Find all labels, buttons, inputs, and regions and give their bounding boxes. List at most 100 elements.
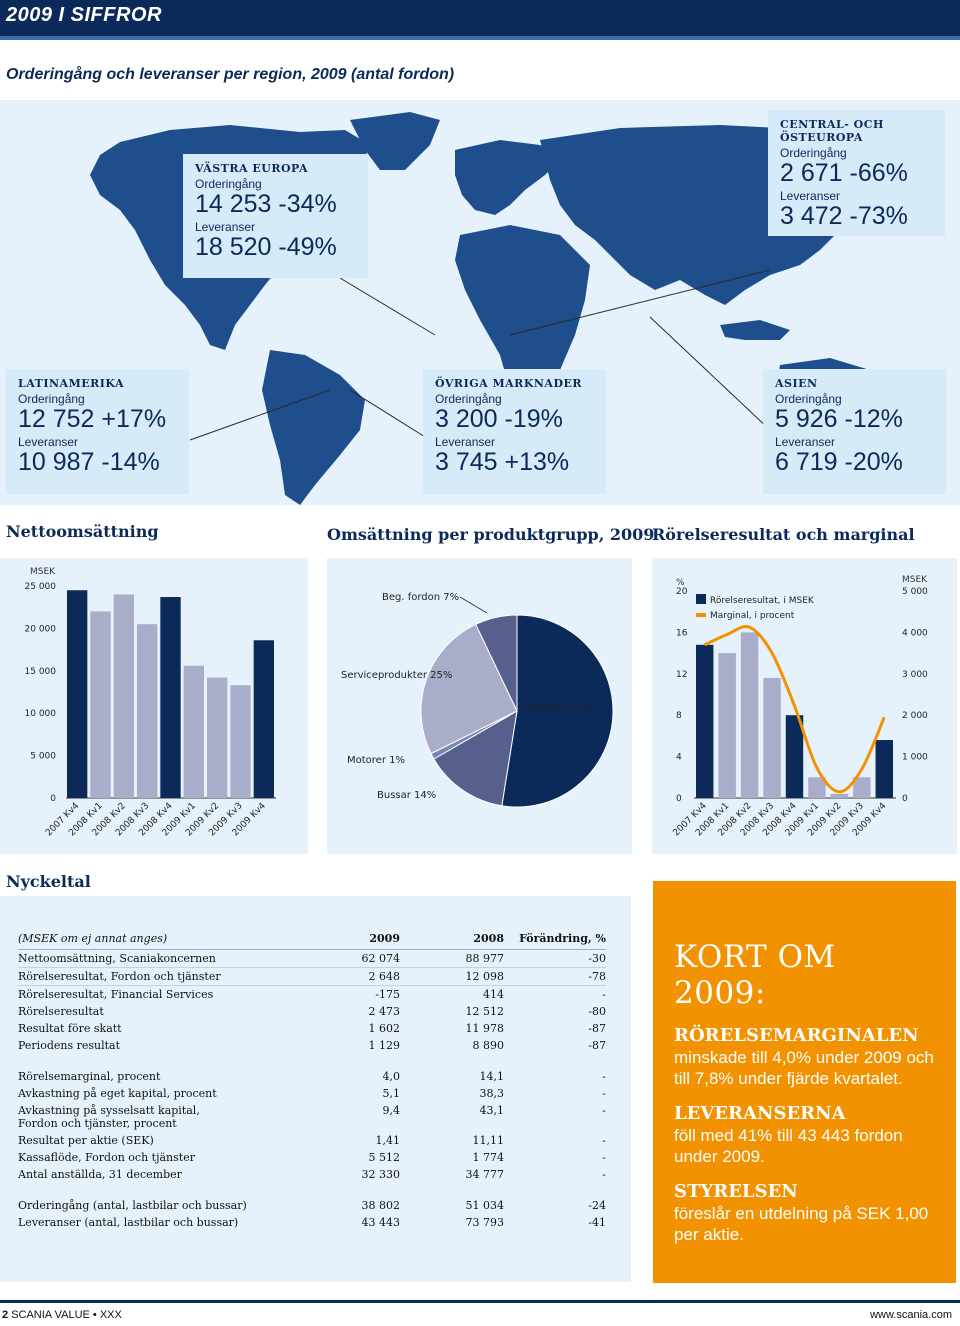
- region-name: CENTRAL- OCH ÖSTEUROPA: [780, 118, 884, 144]
- table-row: Avkastning på sysselsatt kapital, Fordon …: [18, 1102, 606, 1132]
- delivery-value: 3 745 +13%: [435, 448, 570, 476]
- pie-label: Bussar 14%: [377, 790, 436, 801]
- row-value-v2009: 5 512: [368, 1151, 401, 1164]
- connector-latinamerika: [189, 389, 331, 441]
- row-value-v2008: 38,3: [479, 1087, 505, 1100]
- legend-label: Rörelseresultat, i MSEK: [710, 596, 815, 606]
- bar: [113, 594, 134, 798]
- y-tick-label-left: 8: [676, 711, 682, 721]
- row-value-chg: -: [602, 1104, 606, 1117]
- y-tick-label: 0: [50, 794, 56, 804]
- bar: [230, 685, 251, 798]
- y-tick-label: 10 000: [25, 709, 57, 719]
- table-row: Resultat per aktie (SEK) 1,41 11,11 -: [18, 1132, 606, 1149]
- footer-left: 2 SCANIA VALUE • XXX: [2, 1309, 122, 1321]
- region-vastra-europa: VÄSTRA EUROPA Orderingång 14 253 -34% Le…: [183, 154, 368, 278]
- margin-line: [704, 625, 886, 794]
- delivery-label: Leveranser: [435, 435, 496, 449]
- region-name: ASIEN: [775, 377, 818, 390]
- y2-axis-label: %: [676, 578, 685, 588]
- south-america-shape: [262, 350, 365, 505]
- y-tick-label-right: 4 000: [902, 628, 928, 638]
- operating-result-chart: MSEK% 5 000 4 000 3 000 2 000 1 000 0 20 16 12 8 4 0…: [672, 575, 929, 838]
- header-bar: 2009 I SIFFROR: [0, 0, 960, 36]
- row-value-chg: -: [602, 1070, 606, 1083]
- legend-swatch-bars: [696, 594, 706, 604]
- bar: [830, 793, 849, 798]
- table-row: Periodens resultat 1 129 8 890 -87: [18, 1037, 606, 1054]
- bar: [253, 640, 274, 798]
- row-label: Rörelseresultat: [18, 1005, 104, 1018]
- page-number: 2: [2, 1309, 9, 1321]
- table-row: [18, 1183, 606, 1197]
- bar: [718, 653, 736, 798]
- connector-central-europa: [509, 269, 771, 336]
- region-name: ÖVRIGA MARKNADER: [435, 377, 583, 390]
- y-tick-label-left: 0: [676, 794, 682, 804]
- row-value-v2009: 1 129: [368, 1039, 401, 1052]
- y-tick-label: 5 000: [30, 752, 56, 762]
- table-row: Kassaflöde, Fordon och tjänster 5 512 1 77…: [18, 1149, 606, 1166]
- row-value-v2009: 1 602: [368, 1022, 401, 1035]
- order-label: Orderingång: [18, 392, 85, 406]
- order-label: Orderingång: [780, 146, 847, 160]
- row-label: Antal anställda, 31 december: [18, 1168, 182, 1181]
- table-row: Antal anställda, 31 december 32 330 34 777…: [18, 1166, 606, 1183]
- key-figures-panel: (MSEK om ej annat anges) 2009 2008 Förändri…: [0, 896, 631, 1282]
- delivery-value: 6 719 -20%: [775, 448, 903, 476]
- region-latinamerika: LATINAMERIKA Orderingång 12 752 +17% Lev…: [6, 369, 189, 494]
- row-value-v2008: 414: [483, 988, 504, 1001]
- summary-heading: STYRELSEN: [674, 1181, 798, 1202]
- row-value-chg: -: [602, 1151, 606, 1164]
- row-value-chg: -: [602, 1134, 606, 1147]
- y-axis-label: MSEK: [30, 567, 56, 577]
- map-title: Orderingång och leveranser per region, 2…: [6, 66, 455, 83]
- row-value-v2008: 11,11: [472, 1134, 505, 1147]
- legend-swatch-line: [696, 613, 706, 617]
- page-title: 2009 I SIFFROR: [6, 4, 162, 26]
- row-value-chg: -24: [588, 1199, 606, 1212]
- y-tick-label: 25 000: [25, 582, 57, 592]
- bar: [853, 777, 871, 798]
- bar: [183, 665, 204, 798]
- greenland-shape: [350, 112, 440, 170]
- row-label: Leveranser (antal, lastbilar och bussar): [18, 1216, 239, 1229]
- region-central-osteuropa: CENTRAL- OCH ÖSTEUROPA Orderingång 2 671…: [768, 110, 945, 236]
- region-name: VÄSTRA EUROPA: [195, 162, 309, 175]
- row-value-chg: -: [602, 1168, 606, 1181]
- row-value-v2008: 14,1: [479, 1070, 505, 1083]
- pie-label: Beg. fordon 7%: [382, 592, 459, 603]
- row-label: Avkastning på eget kapital, procent: [18, 1087, 217, 1100]
- summary-text: föreslår en utdelning på SEK 1,00 per ak…: [674, 1204, 929, 1244]
- netsales-chart-panel: MSEK 25 000 20 000 15 000 10 000 5 000 0 2007 K…: [0, 558, 308, 854]
- pie-slice: [420, 623, 518, 755]
- order-label: Orderingång: [775, 392, 842, 406]
- table-row: Leveranser (antal, lastbilar och bussar)…: [18, 1214, 606, 1231]
- issue-code: XXX: [99, 1309, 122, 1321]
- bar: [785, 715, 804, 798]
- publication-name: SCANIA VALUE: [11, 1309, 90, 1321]
- order-value: 14 253 -34%: [195, 190, 337, 218]
- row-value-v2009: 2 473: [368, 1005, 401, 1018]
- table-header-row: (MSEK om ej annat anges) 2009 2008 Förändri…: [18, 930, 606, 950]
- row-value-v2009: 5,1: [382, 1087, 401, 1100]
- y-tick-label-right: 3 000: [902, 670, 928, 680]
- bar: [67, 590, 88, 798]
- row-value-chg: -: [602, 1087, 606, 1100]
- africa-shape: [455, 225, 590, 410]
- delivery-label: Leveranser: [18, 435, 79, 449]
- europe-shape: [455, 140, 560, 215]
- table-row: Rörelsemarginal, procent 4,0 14,1 -: [18, 1068, 606, 1085]
- product-group-pie-chart: Lastbilar 52% Bussar 14% Motorer 1% Service…: [341, 592, 614, 808]
- row-value-chg: -80: [588, 1005, 606, 1018]
- bar: [763, 677, 781, 798]
- row-value-v2009: 43 443: [361, 1216, 401, 1229]
- row-value-v2008: 88 977: [400, 949, 504, 968]
- row-value-v2009: -175: [375, 988, 400, 1001]
- row-value-v2008: 8 890: [472, 1039, 505, 1052]
- footer-url[interactable]: www.scania.com: [870, 1309, 952, 1321]
- row-value-v2009: 38 802: [361, 1199, 401, 1212]
- summary-heading: RÖRELSEMARGINALEN: [674, 1025, 919, 1046]
- bar: [207, 677, 228, 798]
